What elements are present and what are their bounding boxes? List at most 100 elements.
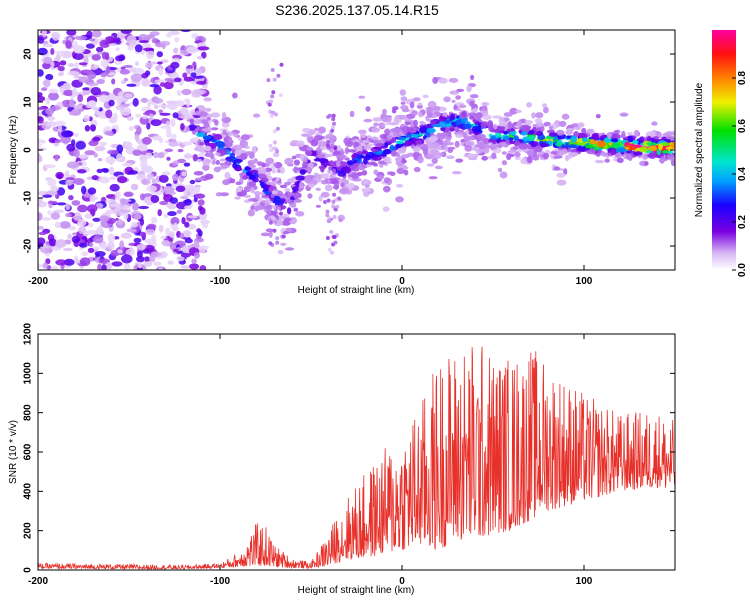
spectrogram-ridge-cell [384,128,391,136]
spectrogram-noise-cell [332,121,336,126]
spectrogram-noise-cell [73,133,79,137]
spectrogram-ridge-cell [357,150,363,155]
spectrogram-ridge-cell [439,116,448,121]
spectrogram-noise-cell [335,204,340,209]
spectrogram-ridge-cell [384,142,389,147]
spectrogram-ridge-cell [413,166,421,173]
spectrogram-noise-cell [269,181,274,186]
spectrogram-ridge-cell [548,132,558,137]
spectrogram-noise-cell [272,228,277,233]
spectrogram-noise-cell [128,67,137,73]
spectrogram-noise-cell [81,251,89,256]
spectrogram-noise-cell [89,242,94,248]
spectrogram-noise-cell [86,204,98,213]
spectrogram-noise-cell [130,221,138,228]
spectrogram-noise-cell [85,230,97,235]
spectrogram-noise-cell [114,191,121,201]
spectrogram-ridge-cell [553,155,563,159]
spectrogram-ridge-cell [610,138,618,142]
spectrogram-ridge-cell [555,142,563,147]
spectrogram-y-tick-label: 10 [23,96,34,108]
spectrogram-noise-cell [68,195,74,201]
spectrogram-noise-cell [43,56,53,64]
spectrogram-noise-cell [105,199,116,203]
spectrogram-noise-cell [268,143,273,148]
spectrogram-ridge-cell [577,122,585,128]
spectrogram-noise-cell [77,169,87,174]
spectrogram-noise-cell [84,125,91,132]
spectrogram-noise-cell [89,197,96,202]
spectrogram-ridge-cell [294,199,302,203]
spectrogram-noise-cell [127,45,134,51]
spectrogram-ridge-cell [662,132,672,138]
spectrogram-ridge-cell [518,143,529,150]
spectrogram-ridge-cell [634,144,643,148]
spectrogram-noise-cell [181,141,193,146]
spectrogram-ridge-cell [402,166,409,170]
spectrogram-ridge-cell [411,110,418,116]
spectrogram-ridge-cell [299,169,306,176]
spectrogram-noise-cell [111,78,116,85]
spectrogram-ridge-cell [318,126,326,134]
spectrogram-ridge-cell [224,171,231,180]
spectrogram-ridge-cell [507,150,515,154]
spectrogram-ridge-cell [235,181,242,186]
spectrogram-noise-cell [165,120,171,127]
spectrogram-ridge-cell [476,133,487,141]
spectrogram-noise-cell [146,185,157,192]
spectrogram-ridge-cell [310,139,319,147]
spectrogram-noise-cell [115,55,125,62]
spectrogram-ridge-cell [426,163,435,167]
spectrogram-noise-cell [279,62,284,67]
spectrogram-noise-cell [158,174,169,183]
spectrogram-noise-cell [278,93,283,98]
spectrogram-ridge-cell [199,111,208,117]
spectrogram-ridge-cell [277,249,284,255]
spectrogram-noise-cell [123,77,129,82]
spectrogram-ridge-cell [627,132,634,136]
spectrogram-ridge-cell [320,191,330,198]
spectrogram-ridge-cell [619,112,629,117]
spectrogram-noise-cell [87,71,97,80]
spectrogram-ridge-cell [201,128,212,132]
spectrogram-noise-cell [90,87,102,96]
spectrogram-noise-cell [160,59,169,63]
spectrogram-noise-cell [274,112,279,117]
spectrogram-ridge-cell [382,108,387,115]
snr-y-tick-label: 1000 [23,362,34,385]
spectrogram-noise-cell [57,65,65,72]
spectrogram-noise-cell [275,240,280,245]
spectrogram-y-tick-label: 20 [23,48,34,60]
spectrogram-noise-cell [42,44,54,48]
spectrogram-noise-cell [271,110,276,115]
spectrogram-noise-cell [142,47,155,52]
spectrogram-noise-cell [105,109,113,119]
spectrogram-noise-cell [271,204,276,209]
spectrogram-ridge-cell [389,146,397,150]
spectrogram-ridge-cell [506,128,516,132]
spectrogram-noise-cell [112,37,121,42]
spectrogram-ridge-cell [260,232,271,237]
snr-panel: -200 -100 0 100 0 200 400 600 800 1000 1200 Heigh… [8,322,676,596]
spectrogram-noise-cell [179,49,189,56]
spectrogram-noise-cell [87,82,99,87]
spectrogram-noise-cell [269,113,274,118]
spectrogram-noise-cell [136,267,143,270]
spectrogram-noise-cell [324,178,329,183]
spectrogram-x-label: Height of straight line (km) [298,285,415,296]
spectrogram-noise-cell [161,171,171,176]
spectrogram-ridge-cell [567,144,578,149]
spectrogram-noise-cell [77,162,83,166]
spectrogram-ridge-cell [455,134,464,138]
spectrogram-noise-cell [119,209,131,213]
spectrogram-noise-cell [126,83,137,87]
spectrogram-noise-cell [326,198,331,203]
spectrogram-noise-cell [197,199,205,206]
spectrogram-ridge-cell [409,101,415,109]
spectrogram-ridge-cell [454,140,460,148]
spectrogram-ridge-cell [492,115,502,119]
spectrogram-ridge-cell [356,171,363,176]
spectrogram-ridge-cell [278,215,286,220]
spectrogram-ridge-cell [336,145,342,152]
spectrogram-noise-cell [96,46,104,53]
